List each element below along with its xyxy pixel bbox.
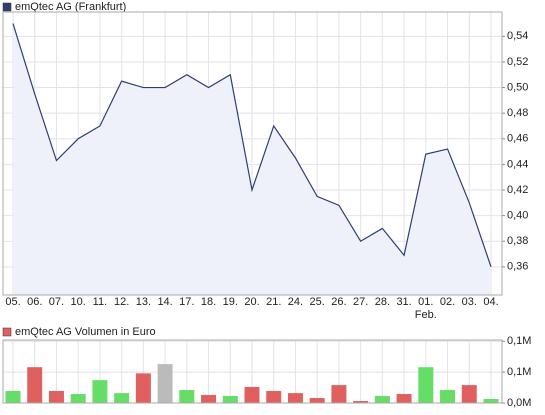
y-tick-label: 0,36 — [507, 261, 528, 273]
area — [13, 23, 491, 295]
y-tick-label: 0,38 — [507, 235, 528, 247]
y-tick-label: 0,44 — [507, 158, 528, 170]
bar — [222, 396, 238, 403]
bar — [461, 385, 477, 403]
bar — [440, 390, 456, 403]
legend-swatch — [2, 327, 12, 337]
y-tick-label: 0,1M — [507, 335, 531, 347]
legend-label: emQtec AG (Frankfurt) — [15, 1, 126, 13]
x-sublabel: Feb. — [415, 309, 437, 321]
y-tick-label: 0,40 — [507, 210, 528, 222]
x-tick-label: 27. — [353, 296, 368, 308]
x-tick-label: 11. — [93, 296, 107, 308]
bar — [331, 385, 347, 403]
x-tick-label: 05. — [5, 296, 20, 308]
bar — [374, 396, 390, 403]
x-tick-label: 07. — [49, 296, 64, 308]
bar — [287, 393, 303, 403]
x-tick-label: 12. — [114, 296, 129, 308]
bar — [353, 401, 369, 403]
bar — [179, 390, 195, 403]
x-tick-label: 31. — [396, 296, 411, 308]
x-tick-label: 17. — [179, 296, 194, 308]
x-tick-label: 06. — [27, 296, 42, 308]
x-tick-label: 24. — [288, 296, 303, 308]
bar — [244, 386, 260, 403]
bar — [396, 394, 412, 403]
bar — [5, 391, 21, 403]
x-tick-label: 03. — [462, 296, 477, 308]
y-tick-label: 0,1M — [507, 366, 531, 378]
x-tick-label: 28. — [375, 296, 390, 308]
bar — [114, 393, 130, 403]
x-tick-label: 18. — [201, 296, 216, 308]
x-tick-label: 21. — [266, 296, 281, 308]
legend-label: emQtec AG Volumen in Euro — [15, 326, 156, 338]
y-tick-label: 0,46 — [507, 133, 528, 145]
bar — [157, 364, 173, 403]
x-tick-label: 01. — [418, 296, 433, 308]
y-tick-label: 0,42 — [507, 184, 528, 196]
x-tick-label: 26. — [331, 296, 346, 308]
x-tick-label: 13. — [136, 296, 151, 308]
x-tick-label: 14. — [157, 296, 172, 308]
bar — [70, 394, 86, 403]
bar — [201, 394, 217, 403]
y-tick-label: 0,0M — [507, 397, 531, 409]
y-tick-label: 0,54 — [507, 30, 528, 42]
x-tick-label: 10. — [71, 296, 86, 308]
bar — [266, 391, 282, 403]
line — [12, 23, 492, 268]
plot-frame — [2, 339, 503, 404]
bar — [48, 391, 64, 403]
x-tick-label: 04. — [483, 296, 498, 308]
x-tick-label: 25. — [310, 296, 325, 308]
y-tick-label: 0,50 — [507, 81, 528, 93]
legend-swatch — [2, 2, 12, 12]
x-tick-label: 20. — [244, 296, 259, 308]
y-tick-label: 0,52 — [507, 56, 528, 68]
plot-frame — [2, 11, 503, 296]
bar — [92, 380, 108, 403]
bar — [483, 398, 499, 403]
bar — [418, 367, 434, 403]
x-tick-label: 02. — [440, 296, 455, 308]
x-tick-label: 19. — [223, 296, 238, 308]
y-tick-label: 0,48 — [507, 107, 528, 119]
bar — [309, 398, 325, 403]
bar — [27, 367, 43, 403]
bar — [135, 373, 151, 403]
